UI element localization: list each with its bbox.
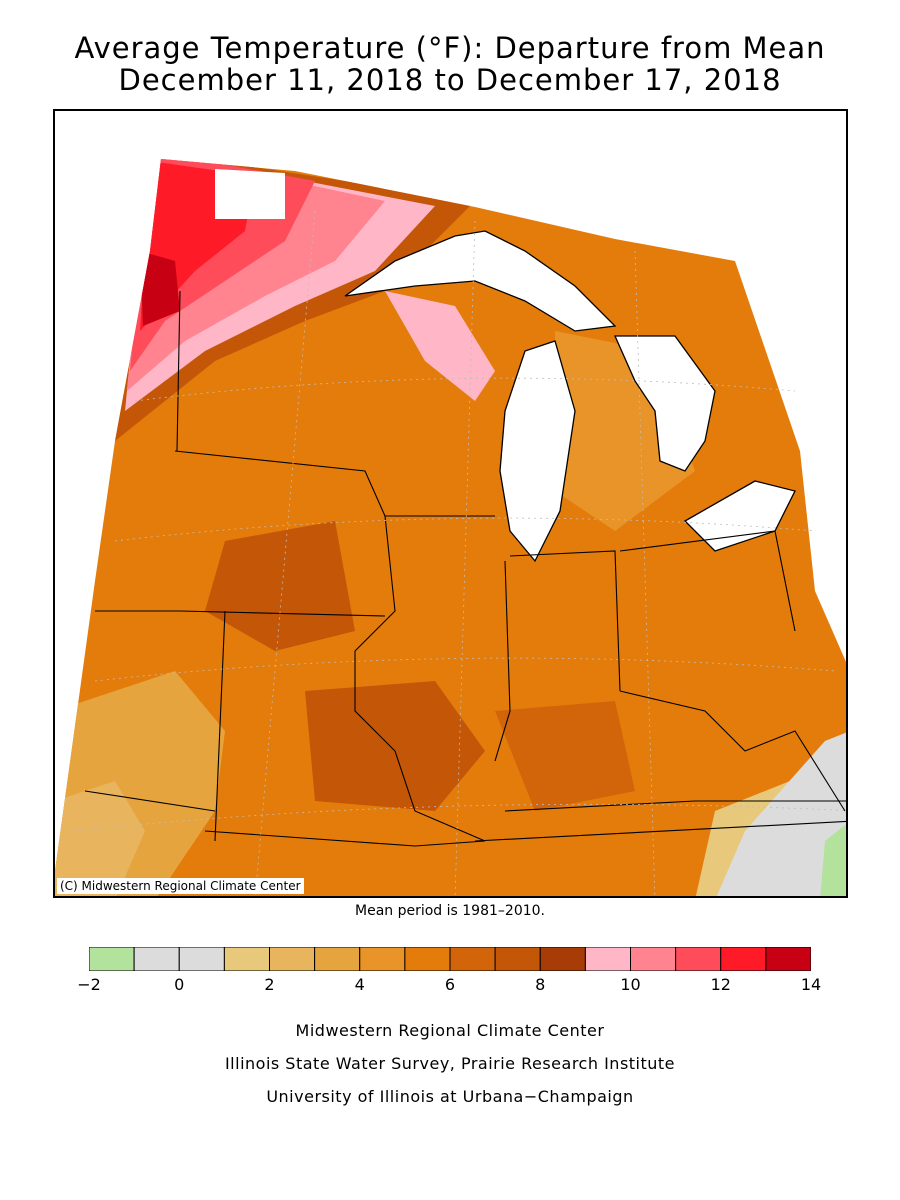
footer-survey: Illinois State Water Survey, Prairie Res… [224, 1054, 676, 1073]
legend-tick-label: 12 [710, 975, 731, 994]
footer-university: University of Illinois at Urbana−Champai… [266, 1087, 634, 1106]
legend-swatch [630, 947, 677, 971]
color-legend [89, 947, 811, 971]
legend-tick-label: 10 [620, 975, 641, 994]
legend-tick-label: 14 [800, 975, 822, 994]
legend-tick-label: 8 [535, 975, 546, 994]
copyright-label: (C) Midwestern Regional Climate Center [57, 878, 304, 894]
legend-swatch [449, 947, 496, 971]
legend-tick-label: 4 [354, 975, 365, 994]
legend-swatch [269, 947, 316, 971]
legend-swatch [720, 947, 767, 971]
legend-tick-label: 0 [174, 975, 185, 994]
state-borders [84, 290, 846, 847]
legend-tick-label: 2 [264, 975, 275, 994]
legend-tick-labels: −2 0 2 4 6 8 10 12 14 [0, 975, 900, 997]
legend-swatch [494, 947, 541, 971]
no-data-patch [215, 169, 285, 219]
footer-org: Midwestern Regional Climate Center [295, 1021, 605, 1040]
legend-swatch [89, 947, 135, 971]
great-lakes [344, 230, 796, 563]
legend-swatch [223, 947, 271, 971]
map-title: Average Temperature (°F): Departure from… [74, 31, 826, 65]
mean-period-note: Mean period is 1981–2010. [355, 903, 545, 919]
map-panel: (C) Midwestern Regional Climate Center [53, 109, 848, 898]
legend-swatch [539, 947, 586, 971]
legend-swatch [765, 947, 811, 971]
legend-swatch [314, 947, 361, 971]
legend-swatch [404, 947, 451, 971]
legend-swatch [133, 947, 180, 971]
legend-swatch [359, 947, 406, 971]
legend-tick-label: −2 [77, 975, 101, 994]
legend-tick-label: 6 [444, 975, 456, 994]
legend-swatch [584, 947, 632, 971]
temperature-departure-map [55, 159, 846, 896]
map-date-range: December 11, 2018 to December 17, 2018 [118, 63, 782, 97]
legend-swatch [178, 947, 225, 971]
legend-swatch [675, 947, 722, 971]
graticule [74, 210, 846, 896]
